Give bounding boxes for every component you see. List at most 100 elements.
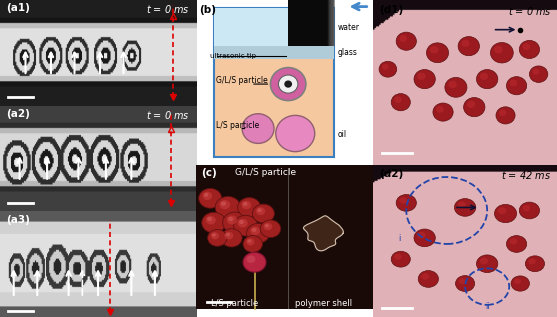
Circle shape: [238, 219, 248, 228]
Text: ii: ii: [485, 302, 490, 311]
Circle shape: [445, 77, 467, 97]
Circle shape: [476, 255, 498, 273]
Circle shape: [284, 81, 292, 88]
Circle shape: [212, 233, 216, 236]
Circle shape: [243, 252, 266, 272]
Circle shape: [448, 81, 457, 88]
Circle shape: [226, 233, 230, 236]
Circle shape: [430, 46, 438, 54]
Circle shape: [506, 77, 527, 95]
Circle shape: [394, 254, 402, 260]
Circle shape: [215, 197, 241, 218]
Text: glass: glass: [338, 48, 358, 57]
Circle shape: [456, 275, 475, 291]
Circle shape: [532, 68, 539, 75]
FancyBboxPatch shape: [330, 0, 335, 46]
Polygon shape: [304, 216, 343, 251]
Circle shape: [242, 114, 274, 143]
Circle shape: [519, 40, 540, 59]
Circle shape: [243, 236, 262, 252]
Circle shape: [529, 258, 536, 264]
FancyBboxPatch shape: [214, 8, 334, 46]
Text: (d2): (d2): [379, 169, 403, 179]
Circle shape: [219, 200, 230, 209]
Circle shape: [436, 106, 444, 113]
Circle shape: [427, 43, 448, 63]
Circle shape: [239, 220, 244, 224]
Circle shape: [260, 220, 281, 237]
Text: water: water: [338, 23, 360, 32]
Circle shape: [455, 199, 476, 216]
Text: polymer shell: polymer shell: [295, 299, 352, 308]
Circle shape: [233, 215, 258, 236]
Circle shape: [498, 207, 506, 214]
Circle shape: [422, 273, 429, 280]
Circle shape: [495, 204, 516, 223]
FancyBboxPatch shape: [214, 46, 334, 59]
Circle shape: [525, 256, 545, 272]
Text: (b): (b): [199, 5, 217, 15]
Text: $t$ = 42 ms: $t$ = 42 ms: [501, 169, 551, 181]
Circle shape: [238, 197, 261, 217]
Text: (d1): (d1): [379, 5, 403, 15]
Text: i: i: [398, 234, 401, 243]
Circle shape: [227, 216, 237, 224]
Circle shape: [199, 188, 222, 208]
Text: $t$ = 0 ms: $t$ = 0 ms: [146, 109, 190, 121]
FancyBboxPatch shape: [288, 0, 331, 46]
Text: oil: oil: [338, 130, 347, 139]
Circle shape: [221, 201, 226, 206]
Circle shape: [382, 64, 389, 70]
Circle shape: [252, 204, 275, 223]
FancyBboxPatch shape: [329, 0, 333, 46]
FancyBboxPatch shape: [329, 0, 334, 46]
Circle shape: [506, 236, 527, 252]
Circle shape: [391, 94, 411, 111]
Circle shape: [278, 75, 298, 93]
Circle shape: [463, 98, 485, 117]
Circle shape: [458, 278, 466, 284]
Circle shape: [252, 228, 256, 232]
Circle shape: [462, 40, 470, 47]
Circle shape: [204, 193, 208, 197]
Circle shape: [522, 43, 530, 50]
Circle shape: [529, 66, 548, 82]
Circle shape: [221, 229, 242, 247]
Circle shape: [417, 73, 426, 80]
FancyBboxPatch shape: [329, 0, 333, 46]
Text: $t$ = 0 ms: $t$ = 0 ms: [146, 3, 190, 15]
Text: (c): (c): [202, 168, 217, 178]
Circle shape: [379, 61, 397, 77]
Circle shape: [433, 103, 453, 121]
Circle shape: [202, 212, 226, 233]
Circle shape: [399, 35, 407, 42]
Circle shape: [511, 276, 530, 291]
Text: (a2): (a2): [6, 109, 30, 119]
Circle shape: [257, 208, 262, 212]
Circle shape: [519, 202, 540, 219]
Text: G/L/S particle: G/L/S particle: [216, 76, 267, 85]
Circle shape: [243, 202, 247, 206]
Text: (a3): (a3): [6, 215, 30, 224]
Text: $t$ = 0 ms: $t$ = 0 ms: [507, 5, 551, 17]
Circle shape: [522, 205, 530, 211]
Circle shape: [246, 238, 255, 245]
Circle shape: [417, 232, 426, 239]
Circle shape: [414, 69, 436, 89]
Circle shape: [499, 110, 506, 116]
Text: (a1): (a1): [6, 3, 30, 13]
Text: G/L/S particle: G/L/S particle: [235, 168, 296, 177]
Circle shape: [223, 212, 247, 233]
Circle shape: [458, 36, 480, 56]
Circle shape: [510, 238, 517, 245]
Circle shape: [467, 100, 475, 108]
Circle shape: [394, 96, 402, 103]
Circle shape: [510, 80, 517, 87]
Circle shape: [491, 42, 513, 63]
Circle shape: [242, 201, 251, 209]
Circle shape: [458, 201, 466, 208]
Text: L/S particle: L/S particle: [212, 299, 258, 308]
Circle shape: [263, 223, 272, 230]
Circle shape: [250, 227, 260, 235]
Circle shape: [276, 115, 315, 152]
